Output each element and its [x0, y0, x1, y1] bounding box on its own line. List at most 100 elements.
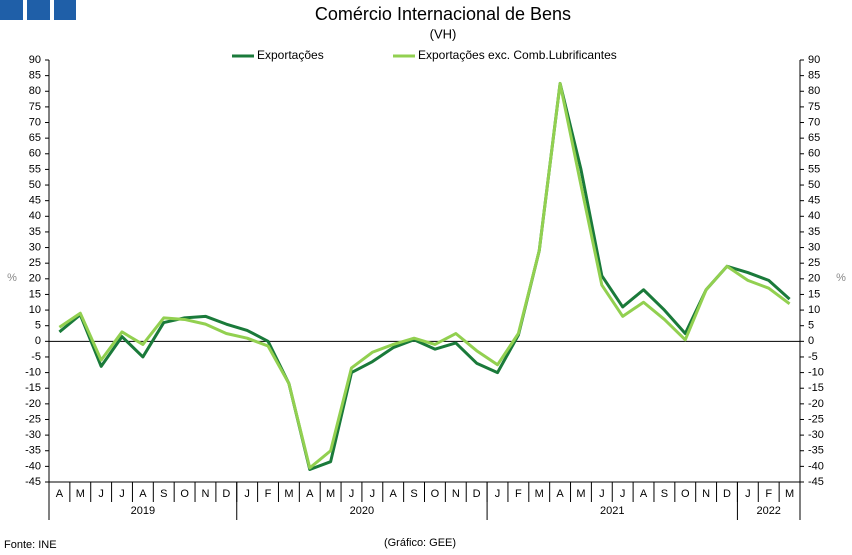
series-line: [58, 81, 791, 471]
y-tick-label: -25: [25, 413, 41, 425]
y2-tick-label: -35: [808, 445, 824, 457]
y-tick-label: 20: [29, 273, 41, 285]
legend-label: Exportações exc. Comb.Lubrificantes: [418, 48, 617, 62]
y-tick-label: 70: [29, 116, 41, 128]
y2-axis-label: %: [836, 272, 846, 284]
x-tick-label: A: [640, 488, 648, 500]
y-tick-label: 90: [29, 54, 41, 66]
logo-block: [0, 0, 23, 20]
x-tick-label: D: [473, 488, 481, 500]
x-tick-label: A: [139, 488, 147, 500]
x-tick-label: M: [576, 488, 585, 500]
y2-tick-label: 30: [808, 241, 820, 253]
x-tick-label: O: [431, 488, 440, 500]
credit: (Gráfico: GEE): [384, 537, 456, 549]
y-tick-label: 55: [29, 163, 41, 175]
x-tick-label: O: [681, 488, 690, 500]
y2-tick-label: 45: [808, 195, 820, 207]
x-tick-label: M: [76, 488, 85, 500]
x-tick-label: J: [244, 488, 250, 500]
y2-tick-label: -10: [808, 366, 824, 378]
year-label: 2021: [600, 505, 624, 517]
y-tick-label: 35: [29, 226, 41, 238]
year-label: 2019: [131, 505, 155, 517]
y-tick-label: 75: [29, 101, 41, 113]
y-tick-label: 80: [29, 85, 41, 97]
y-tick-label: 45: [29, 195, 41, 207]
y-axis-label: %: [7, 272, 17, 284]
y2-tick-label: 55: [808, 163, 820, 175]
logo-block: [27, 0, 50, 20]
year-label: 2022: [756, 505, 780, 517]
y-tick-label: -30: [25, 429, 41, 441]
y-tick-label: 60: [29, 148, 41, 160]
chart-title: Comércio Internacional de Bens: [315, 4, 571, 24]
x-tick-label: D: [222, 488, 230, 500]
y2-tick-label: -5: [808, 351, 818, 363]
x-tick-label: A: [556, 488, 564, 500]
x-tick-label: M: [785, 488, 794, 500]
y-tick-label: 10: [29, 304, 41, 316]
y2-tick-label: 35: [808, 226, 820, 238]
x-tick-label: S: [410, 488, 417, 500]
x-tick-label: S: [160, 488, 167, 500]
x-tick-label: J: [98, 488, 104, 500]
logo-block: [54, 0, 76, 20]
x-tick-label: J: [599, 488, 605, 500]
y-tick-label: -40: [25, 460, 41, 472]
x-tick-label: S: [661, 488, 668, 500]
x-tick-label: J: [119, 488, 125, 500]
y2-tick-label: 75: [808, 101, 820, 113]
x-tick-label: M: [326, 488, 335, 500]
x-tick-label: J: [620, 488, 626, 500]
y-tick-label: 5: [35, 320, 41, 332]
x-tick-label: N: [201, 488, 209, 500]
y-tick-label: 30: [29, 241, 41, 253]
y2-tick-label: 70: [808, 116, 820, 128]
y2-tick-label: -20: [808, 398, 824, 410]
y-tick-label: -20: [25, 398, 41, 410]
y2-tick-label: 15: [808, 288, 820, 300]
x-tick-label: J: [370, 488, 376, 500]
y-tick-label: 15: [29, 288, 41, 300]
x-tick-label: A: [56, 488, 64, 500]
x-tick-label: F: [265, 488, 272, 500]
y2-tick-label: 65: [808, 132, 820, 144]
series-line: [58, 81, 791, 470]
x-tick-label: A: [306, 488, 314, 500]
y-tick-label: 0: [35, 335, 41, 347]
y-tick-label: -5: [31, 351, 41, 363]
y-tick-label: -45: [25, 476, 41, 488]
y2-tick-label: 90: [808, 54, 820, 66]
y2-tick-label: 5: [808, 320, 814, 332]
y2-tick-label: 80: [808, 85, 820, 97]
x-tick-label: J: [745, 488, 751, 500]
y-tick-label: 50: [29, 179, 41, 191]
x-tick-label: M: [535, 488, 544, 500]
y2-tick-label: 85: [808, 70, 820, 82]
y-tick-label: 25: [29, 257, 41, 269]
y-tick-label: -10: [25, 366, 41, 378]
y2-tick-label: -45: [808, 476, 824, 488]
y2-tick-label: 40: [808, 210, 820, 222]
y2-tick-label: 50: [808, 179, 820, 191]
y2-tick-label: 10: [808, 304, 820, 316]
x-tick-label: J: [495, 488, 501, 500]
y2-tick-label: 60: [808, 148, 820, 160]
y2-tick-label: 20: [808, 273, 820, 285]
x-tick-label: O: [180, 488, 189, 500]
x-tick-label: M: [284, 488, 293, 500]
x-tick-label: D: [723, 488, 731, 500]
x-tick-label: N: [702, 488, 710, 500]
y2-tick-label: 0: [808, 335, 814, 347]
x-tick-label: F: [515, 488, 522, 500]
y-tick-label: -35: [25, 445, 41, 457]
y2-tick-label: -15: [808, 382, 824, 394]
x-tick-label: J: [349, 488, 355, 500]
y-tick-label: -15: [25, 382, 41, 394]
y2-tick-label: -40: [808, 460, 824, 472]
source: Fonte: INE: [4, 539, 57, 551]
year-label: 2020: [350, 505, 374, 517]
y-tick-label: 40: [29, 210, 41, 222]
